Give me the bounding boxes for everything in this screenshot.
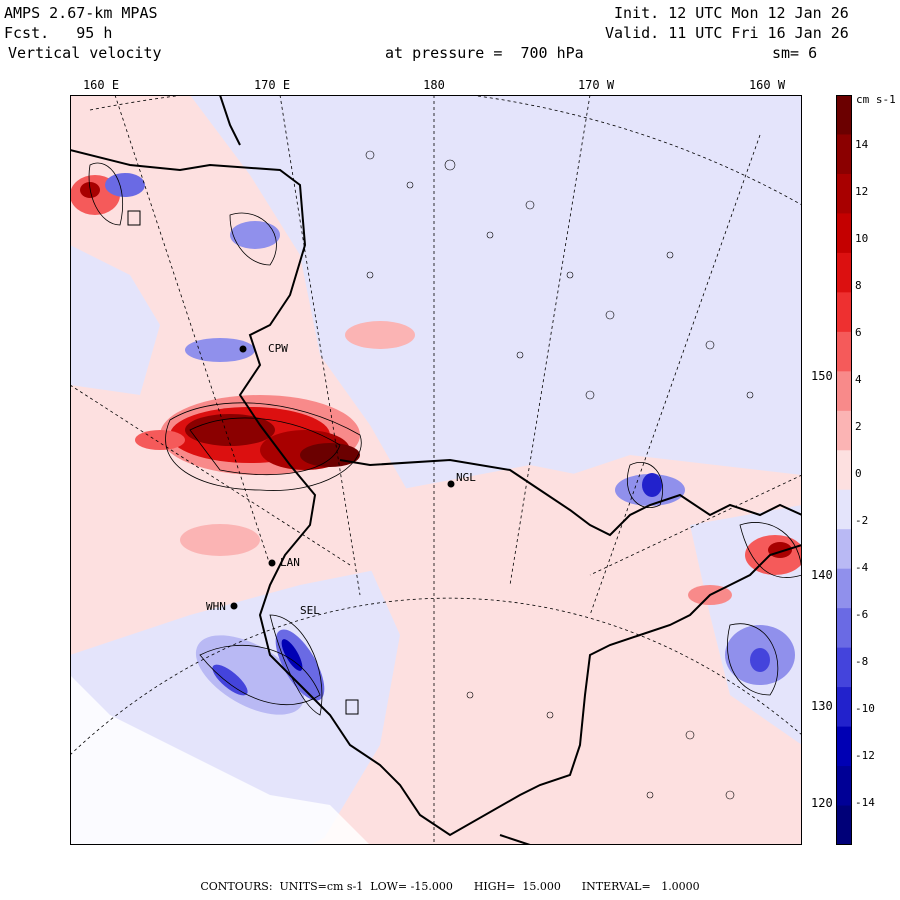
small-features xyxy=(365,150,754,800)
colorbar-tick-label: -4 xyxy=(855,561,869,574)
lon-label-160e: 160 E xyxy=(82,78,120,92)
colorbar-tick-label: -14 xyxy=(855,796,875,809)
colorbar-swatch xyxy=(836,450,852,491)
blue-patch-nw xyxy=(105,173,145,197)
station-dot-cpw xyxy=(239,345,247,353)
lon-label-170w: 170 W xyxy=(577,78,615,92)
colorbar-tick-label: 8 xyxy=(855,279,862,292)
blue-patch-east-core xyxy=(642,473,662,497)
station-dot-ngl xyxy=(447,480,455,488)
colorbar-tick-label: 12 xyxy=(855,185,869,198)
colorbar-swatch xyxy=(836,529,852,570)
station-label-whn: WHN xyxy=(206,600,226,613)
colorbar-swatch xyxy=(836,687,852,728)
colorbar-swatch xyxy=(836,134,852,175)
ice-shelf-region xyxy=(320,465,690,845)
colorbar-tick-label: 0 xyxy=(855,467,862,480)
lon-label-180: 180 xyxy=(423,78,445,92)
colorbar-tick-label: -12 xyxy=(855,749,875,762)
colorbar-tick-label: -6 xyxy=(855,608,869,621)
colorbar-frame xyxy=(836,95,852,845)
station-box-nw xyxy=(127,210,141,226)
colorbar-units: cm s-1 xyxy=(856,93,896,106)
colorbar-swatch xyxy=(836,331,852,372)
colorbar-swatch xyxy=(836,568,852,609)
colorbar-swatch xyxy=(836,95,852,135)
colorbar-tick-label: -8 xyxy=(855,655,869,668)
station-label-cpw: CPW xyxy=(268,342,288,355)
map-frame xyxy=(70,95,802,845)
coastline xyxy=(70,95,802,845)
lon-label-170e: 170 E xyxy=(253,78,291,92)
colorbar-swatch xyxy=(836,371,852,412)
colorbar-tick-label: -10 xyxy=(855,702,875,715)
colorbar-swatch xyxy=(836,805,852,845)
colorbar-tick-label: 14 xyxy=(855,138,869,151)
colorbar xyxy=(836,95,852,845)
station-box-south xyxy=(345,699,359,715)
plateau-region xyxy=(70,675,370,845)
blue-patch-mid xyxy=(185,338,255,362)
contour-info-footer: CONTOURS: UNITS=cm s-1 LOW= -15.000 HIGH… xyxy=(200,880,700,893)
forecast-hour: Fcst. 95 h xyxy=(4,24,113,42)
colorbar-tick-label: 10 xyxy=(855,232,869,245)
colorbar-swatch xyxy=(836,726,852,767)
red-cluster-main xyxy=(135,395,360,475)
colorbar-swatch xyxy=(836,213,852,254)
weak-negative-region-north xyxy=(190,95,802,495)
colorbar-swatch xyxy=(836,292,852,333)
colorbar-tick-label: 4 xyxy=(855,373,862,386)
red-patch-central xyxy=(345,321,415,349)
pressure-level: at pressure = 700 hPa xyxy=(385,44,584,62)
station-label-sel: SEL xyxy=(300,604,320,617)
colorbar-swatch xyxy=(836,252,852,293)
lon-label-160w: 160 W xyxy=(748,78,786,92)
contour-lines xyxy=(88,162,802,716)
map-panel xyxy=(70,95,802,845)
weak-negative-region-west xyxy=(70,245,160,395)
station-label-lan: LAN xyxy=(280,556,300,569)
colorbar-tick-label: -2 xyxy=(855,514,869,527)
red-patch-mid xyxy=(180,524,260,556)
colorbar-swatch xyxy=(836,608,852,649)
smoothing-value: sm= 6 xyxy=(772,44,818,62)
station-dot-lan xyxy=(268,559,276,567)
blue-patch-se-core xyxy=(750,648,770,672)
colorbar-swatch xyxy=(836,173,852,214)
colorbar-swatch xyxy=(836,489,852,530)
colorbar-swatch xyxy=(836,410,852,451)
colorbar-swatch xyxy=(836,647,852,688)
blue-cluster-south xyxy=(195,629,325,715)
colorbar-tick-label: 6 xyxy=(855,326,862,339)
station-dot-whn xyxy=(230,602,238,610)
valid-time: Valid. 11 UTC Fri 16 Jan 26 xyxy=(605,24,849,42)
init-time: Init. 12 UTC Mon 12 Jan 26 xyxy=(614,4,849,22)
graticule xyxy=(70,95,802,845)
field-name: Vertical velocity xyxy=(8,44,162,62)
model-title: AMPS 2.67-km MPAS xyxy=(4,4,158,22)
station-label-ngl: NGL xyxy=(456,471,476,484)
blue-patch-north xyxy=(230,221,280,249)
colorbar-tick-label: 2 xyxy=(855,420,862,433)
colorbar-swatch xyxy=(836,766,852,807)
